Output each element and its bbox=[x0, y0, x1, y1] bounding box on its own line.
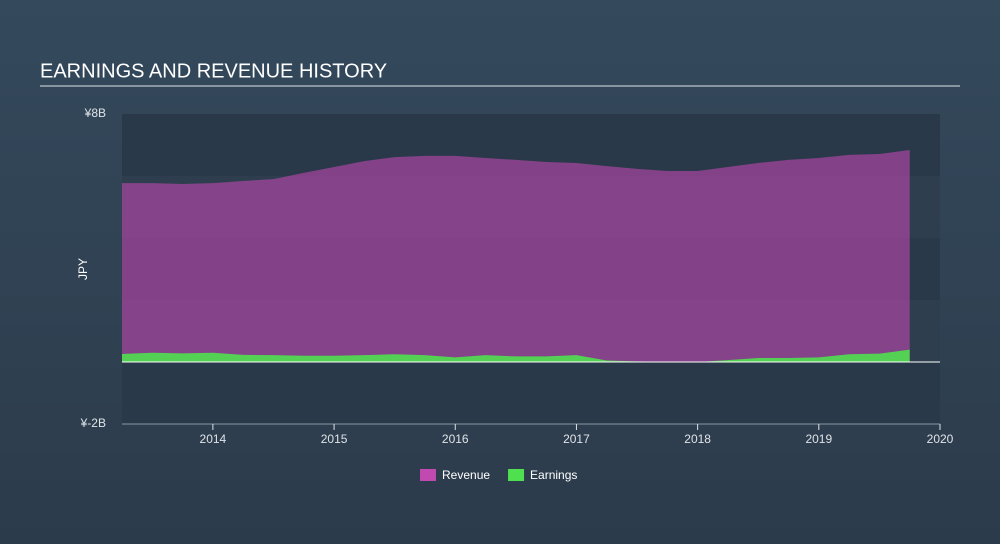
x-tick-label: 2020 bbox=[927, 432, 954, 446]
x-tick-label: 2015 bbox=[321, 432, 348, 446]
y-tick-label: ¥-2B bbox=[80, 416, 106, 430]
series-area bbox=[122, 149, 910, 362]
legend-swatch bbox=[508, 469, 525, 481]
x-tick-label: 2016 bbox=[442, 432, 469, 446]
y-tick-label: ¥8B bbox=[84, 106, 106, 120]
x-tick-label: 2018 bbox=[684, 432, 711, 446]
legend-label: Revenue bbox=[442, 468, 490, 482]
series-area bbox=[122, 349, 910, 362]
legend-label: Earnings bbox=[530, 468, 577, 482]
legend-swatch bbox=[420, 469, 436, 481]
y-axis-label: JPY bbox=[76, 258, 90, 280]
x-tick-label: 2017 bbox=[563, 432, 590, 446]
chart-title: EARNINGS AND REVENUE HISTORY bbox=[40, 60, 387, 82]
x-tick-label: 2014 bbox=[200, 432, 227, 446]
x-tick-label: 2019 bbox=[805, 432, 832, 446]
